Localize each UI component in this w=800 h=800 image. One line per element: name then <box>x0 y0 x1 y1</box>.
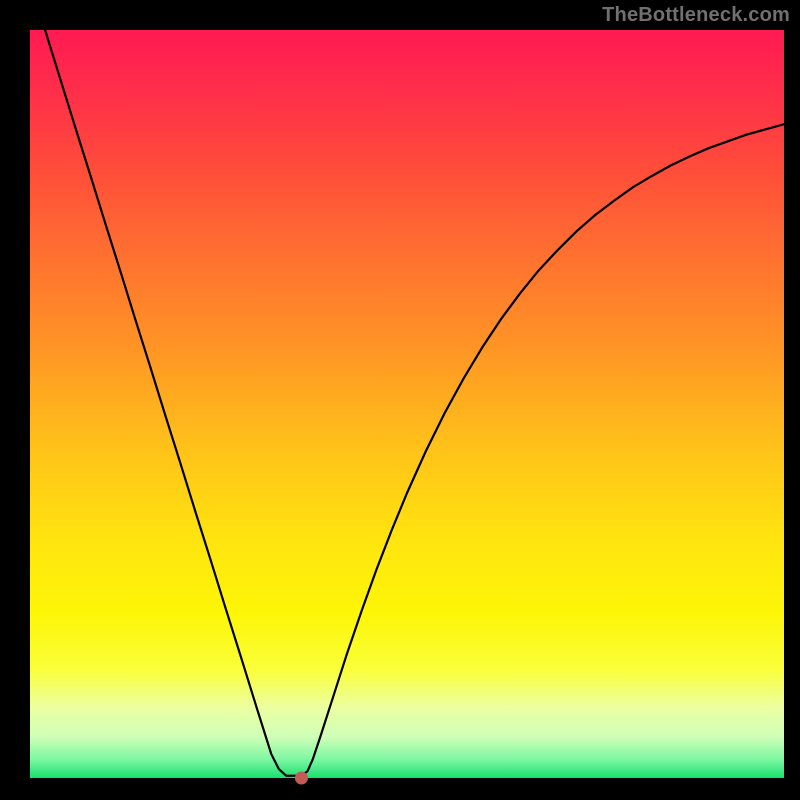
bottleneck-curve-layer <box>30 30 784 778</box>
optimum-marker <box>295 772 308 785</box>
plot-area <box>30 30 784 778</box>
bottleneck-curve <box>45 30 784 776</box>
watermark-text: TheBottleneck.com <box>602 4 790 27</box>
chart-frame: TheBottleneck.com <box>0 0 800 800</box>
